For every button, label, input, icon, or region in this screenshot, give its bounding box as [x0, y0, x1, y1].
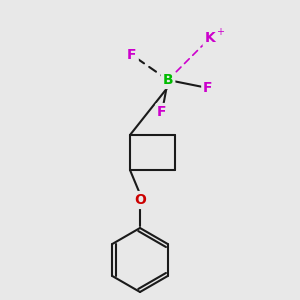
Text: F: F	[157, 105, 167, 119]
Text: +: +	[216, 27, 224, 37]
Text: K: K	[205, 31, 215, 45]
Text: B: B	[163, 73, 173, 87]
Text: O: O	[134, 193, 146, 207]
Text: F: F	[203, 81, 213, 95]
Text: F: F	[127, 48, 137, 62]
